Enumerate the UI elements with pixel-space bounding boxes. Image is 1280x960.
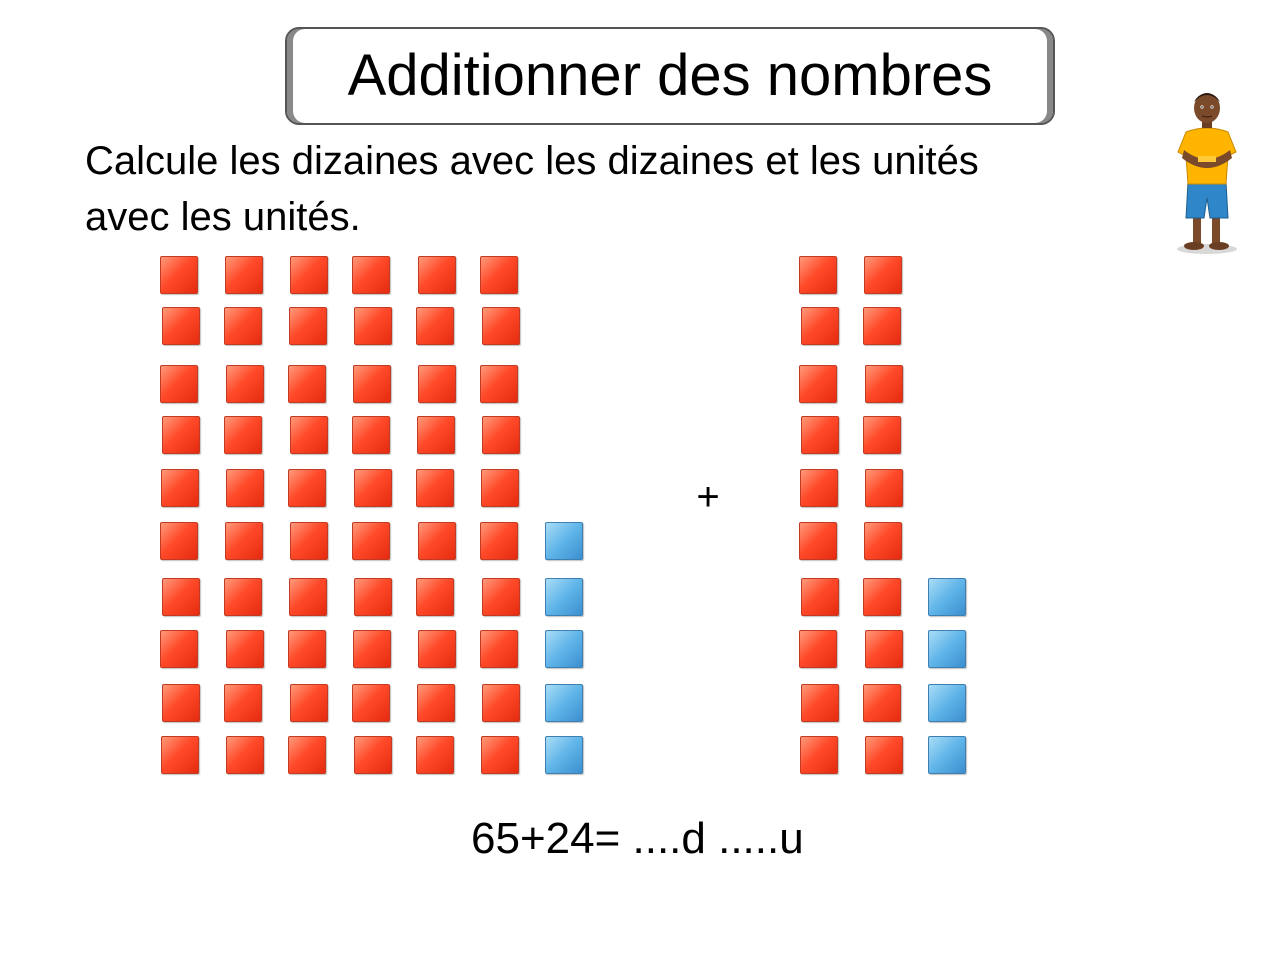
tens-cube [289,684,328,722]
tens-cube [352,256,391,294]
tens-cube [353,630,391,668]
tens-cube [224,416,263,454]
tens-cube [161,736,199,774]
tens-cube [417,256,456,294]
tens-cube [353,365,391,403]
instruction-line-2: avec les unités. [85,195,361,239]
tens-cube [288,469,327,507]
tens-cube [865,469,904,507]
tens-cube [864,365,903,403]
tens-cube [289,578,327,616]
tens-cube [287,630,326,668]
tens-cube [416,578,455,616]
tens-cube [418,630,457,668]
tens-cube [479,256,518,294]
tens-cube [160,365,199,403]
tens-cube [290,256,329,294]
instruction-line-1: Calcule les dizaines avec les dizaines e… [85,139,979,183]
tens-cube [225,256,263,294]
tens-cube [354,578,393,616]
unit-cube [928,630,966,668]
tens-cube [479,522,518,560]
tens-cube [162,416,201,454]
unit-cube [545,684,583,722]
tens-cube [480,630,519,668]
tens-cube [417,684,455,722]
tens-cube [162,684,201,722]
tens-cube [225,630,264,668]
tens-cube [798,522,837,560]
tens-cube [864,522,902,560]
tens-cube [289,416,328,454]
tens-cube [353,469,392,507]
tens-cube [801,416,840,454]
tens-cube [800,307,839,345]
tens-cube [800,578,839,616]
tens-cube [415,469,454,507]
instruction-text: Calcule les dizaines avec les dizaines e… [85,133,1175,245]
tens-cube [481,469,519,507]
tens-cube [480,365,519,403]
tens-cube [799,365,838,403]
tens-cube [354,307,393,345]
tens-cube [159,522,198,560]
equation: 65+24= ....d .....u [471,814,804,863]
tens-cube [417,522,456,560]
tens-cube [352,522,391,560]
tens-cube [862,578,901,616]
tens-cube [288,736,327,774]
tens-cube [481,736,519,774]
title-box: Additionner des nombres [285,27,1055,125]
tens-cube [223,307,262,345]
tens-cube [800,469,838,507]
tens-cube [798,256,837,294]
tens-cube [416,307,455,345]
tens-cube [290,522,329,560]
tens-cube [415,736,454,774]
tens-cube [161,307,200,345]
tens-cube [863,684,902,722]
tens-cube [481,307,520,345]
tens-cube [161,578,200,616]
tens-cube [226,469,265,507]
student-character-icon [1177,93,1237,254]
tens-cube [223,578,262,616]
tens-cube [481,578,520,616]
tens-cube [226,736,265,774]
tens-cube [351,416,390,454]
tens-cube [862,307,901,345]
unit-cube [928,684,966,722]
tens-cube [224,684,263,722]
tens-cube [800,736,838,774]
tens-cube [801,684,840,722]
tens-cube [417,416,455,454]
unit-cube [928,578,966,616]
unit-cube [545,578,583,616]
tens-cube [225,522,263,560]
unit-cube [545,630,583,668]
unit-cube [545,736,583,774]
unit-cube [928,736,966,774]
tens-cube [289,307,327,345]
tens-cube [865,736,904,774]
tens-cube [161,469,199,507]
unit-cube [545,522,583,560]
tens-cube [160,630,199,668]
tens-cube [482,416,521,454]
tens-cube [864,256,902,294]
tens-cube [225,365,264,403]
page-title: Additionner des nombres [347,43,993,108]
tens-cube [864,630,903,668]
tens-cube [287,365,326,403]
tens-cube [863,416,902,454]
tens-cube [418,365,457,403]
tens-cube [799,630,838,668]
tens-cube [353,736,392,774]
tens-cube [351,684,390,722]
tens-cube [482,684,521,722]
plus-sign: + [696,475,720,519]
tens-cube [159,256,198,294]
